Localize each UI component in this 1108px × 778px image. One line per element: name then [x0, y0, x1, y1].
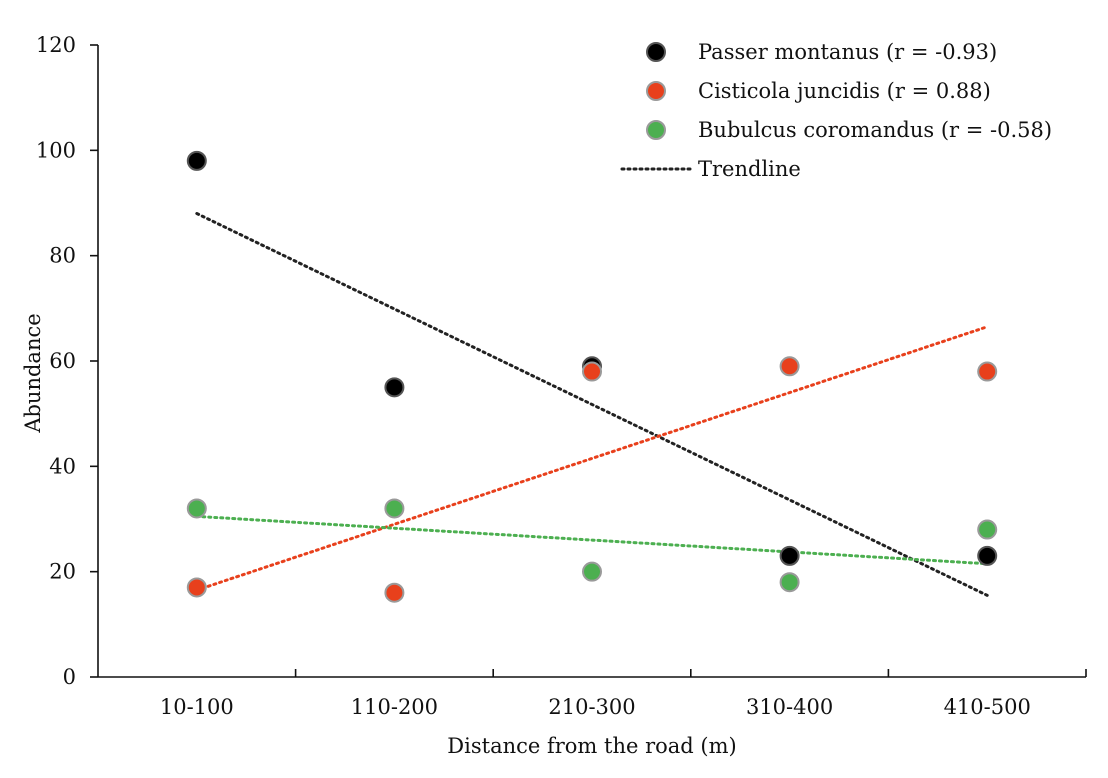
legend: Passer montanus (r = -0.93) Cisticola jun…: [620, 40, 1052, 181]
y-axis-title: Abundance: [21, 313, 45, 433]
legend-label: Passer montanus (r = -0.93): [698, 40, 997, 64]
x-tick-label: 310-400: [746, 695, 833, 719]
data-point: [384, 377, 405, 398]
data-point: [779, 356, 800, 377]
x-tick-label: 110-200: [351, 695, 438, 719]
legend-label: Trendline: [698, 157, 801, 181]
data-point: [779, 572, 800, 593]
data-point: [977, 519, 998, 540]
y-tick-label: 80: [49, 244, 76, 268]
x-tick-label: 410-500: [944, 695, 1031, 719]
x-tick-label: 10-100: [160, 695, 234, 719]
legend-marker: [646, 120, 666, 140]
data-point: [186, 498, 207, 519]
x-axis-title: Distance from the road (m): [447, 734, 736, 758]
y-tick-label: 20: [49, 560, 76, 584]
legend-label: Cisticola juncidis (r = 0.88): [698, 79, 991, 103]
data-point: [977, 545, 998, 566]
legend-label: Bubulcus coromandus (r = -0.58): [698, 118, 1052, 142]
data-point: [977, 361, 998, 382]
trendline: [195, 514, 989, 566]
x-tick-label: 210-300: [548, 695, 635, 719]
data-point: [582, 361, 602, 382]
trendline: [195, 212, 989, 597]
data-point: [779, 545, 800, 566]
data-marks: [186, 150, 998, 603]
data-point: [186, 577, 207, 598]
y-tick-label: 60: [49, 349, 76, 373]
data-point: [582, 561, 602, 582]
y-tick-label: 40: [49, 454, 76, 478]
y-tick-label: 120: [36, 33, 76, 57]
y-tick-label: 0: [63, 665, 76, 689]
data-point: [186, 150, 207, 171]
data-point: [384, 582, 405, 603]
data-point: [384, 498, 405, 519]
trendline: [195, 325, 989, 592]
axes: 0 20 40 60 80 100 120 10-100 110-200 210-300 310-4…: [36, 33, 1087, 719]
y-tick-label: 100: [36, 138, 76, 162]
legend-marker: [646, 42, 666, 62]
legend-marker: [646, 81, 666, 101]
